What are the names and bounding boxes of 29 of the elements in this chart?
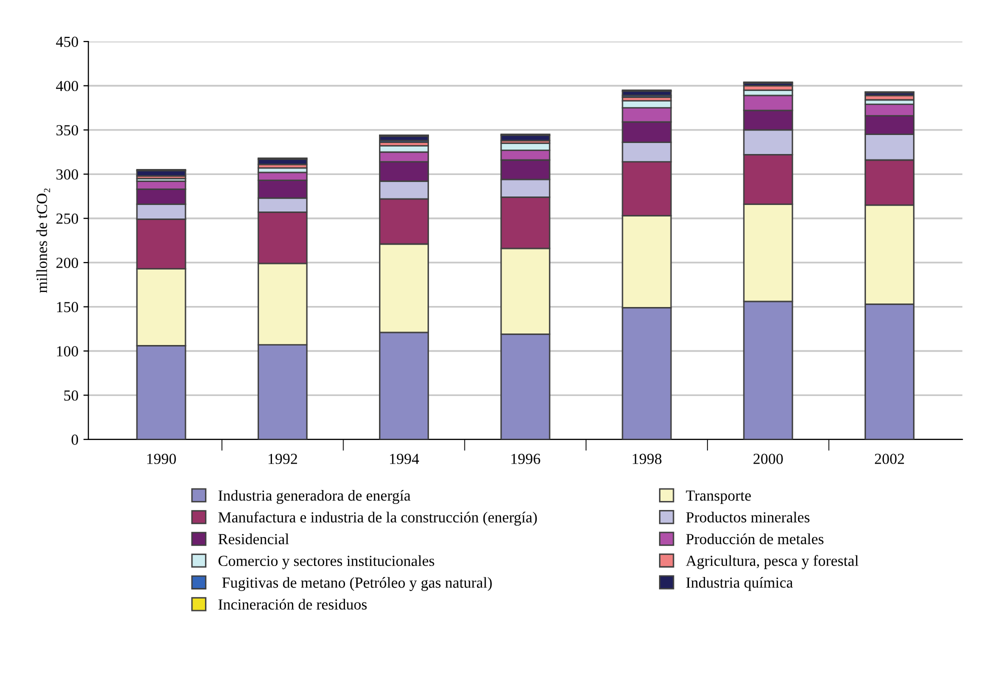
x-tick-label: 1996 bbox=[511, 454, 540, 464]
x-tick-label: 1994 bbox=[390, 454, 420, 464]
y-tick-label: 50 bbox=[64, 390, 78, 401]
x-tick-label: 1992 bbox=[268, 454, 298, 464]
x-tick-label: 2002 bbox=[874, 454, 904, 464]
x-tick-label: 1998 bbox=[632, 454, 662, 464]
legend-label: Incineración de residuos bbox=[218, 598, 367, 610]
y-tick-label: 150 bbox=[57, 302, 78, 312]
y-tick-label: 100 bbox=[57, 346, 78, 356]
legend-label: Industria generadora de energía bbox=[218, 490, 410, 504]
y-tick-label: 300 bbox=[56, 169, 78, 180]
y-tick-label: 450 bbox=[56, 36, 78, 47]
legend-label: Industria química bbox=[686, 576, 793, 591]
y-tick-label: 200 bbox=[56, 258, 78, 268]
legend-label: Residencial bbox=[218, 534, 289, 544]
legend-label: Agricultura, pesca y forestal bbox=[686, 555, 858, 570]
legend-label: Transporte bbox=[686, 490, 751, 504]
y-tick-label: 350 bbox=[56, 125, 78, 136]
y-tick-label: 400 bbox=[56, 80, 78, 92]
legend-label: Fugitivas de metano (Petróleo y gas natural) bbox=[222, 577, 492, 591]
x-tick-label: 2000 bbox=[754, 454, 783, 464]
legend-label: Comercio y sectores institucionales bbox=[218, 555, 434, 570]
y-tick-label: 250 bbox=[56, 214, 78, 224]
legend-label: Productos minerales bbox=[686, 512, 810, 522]
y-axis-title: millones de tCO₂ bbox=[36, 188, 50, 293]
legend-label: Manufactura e industria de la construcción (energía) bbox=[218, 512, 537, 526]
x-tick-label: 1990 bbox=[147, 454, 176, 464]
y-tick-label: 0 bbox=[72, 434, 78, 445]
legend-label: Producción de metales bbox=[686, 533, 824, 544]
